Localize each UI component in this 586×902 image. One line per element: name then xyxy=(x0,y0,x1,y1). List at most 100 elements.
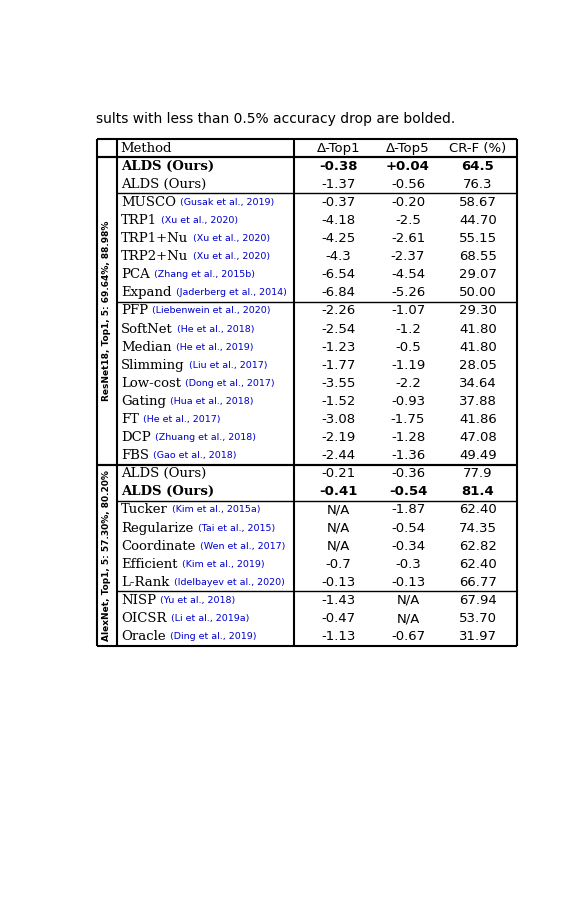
Text: 29.07: 29.07 xyxy=(459,268,497,281)
Text: -0.41: -0.41 xyxy=(319,485,357,499)
Text: N/A: N/A xyxy=(326,539,350,553)
Text: -2.61: -2.61 xyxy=(391,232,425,245)
Text: 37.88: 37.88 xyxy=(459,395,497,408)
Text: Coordinate: Coordinate xyxy=(121,539,196,553)
Text: Median: Median xyxy=(121,341,172,354)
Text: 41.80: 41.80 xyxy=(459,323,497,336)
Text: 81.4: 81.4 xyxy=(461,485,494,499)
Text: -0.54: -0.54 xyxy=(391,521,425,535)
Text: Low-cost: Low-cost xyxy=(121,377,181,390)
Text: -0.47: -0.47 xyxy=(321,612,355,625)
Text: -0.21: -0.21 xyxy=(321,467,356,480)
Text: -2.44: -2.44 xyxy=(321,449,355,462)
Text: -3.08: -3.08 xyxy=(321,413,355,426)
Text: -1.07: -1.07 xyxy=(391,305,425,318)
Text: (Zhuang et al., 2018): (Zhuang et al., 2018) xyxy=(155,433,256,442)
Text: 29.30: 29.30 xyxy=(459,305,497,318)
Text: (Tai et al., 2015): (Tai et al., 2015) xyxy=(197,523,275,532)
Text: -4.3: -4.3 xyxy=(325,250,351,263)
Text: CR-F (%): CR-F (%) xyxy=(449,142,506,154)
Text: ALDS (Ours): ALDS (Ours) xyxy=(121,485,214,499)
Text: 77.9: 77.9 xyxy=(463,467,493,480)
Text: -0.7: -0.7 xyxy=(325,557,351,571)
Text: (He et al., 2019): (He et al., 2019) xyxy=(176,343,253,352)
Text: -1.13: -1.13 xyxy=(321,630,356,643)
Text: -1.52: -1.52 xyxy=(321,395,356,408)
Text: -1.75: -1.75 xyxy=(391,413,425,426)
Text: -0.67: -0.67 xyxy=(391,630,425,643)
Text: Method: Method xyxy=(121,142,172,154)
Text: N/A: N/A xyxy=(326,503,350,517)
Text: -0.5: -0.5 xyxy=(395,341,421,354)
Text: (Gao et al., 2018): (Gao et al., 2018) xyxy=(154,451,237,460)
Text: (Liu et al., 2017): (Liu et al., 2017) xyxy=(189,361,267,370)
Text: TRP1+Nu: TRP1+Nu xyxy=(121,232,189,245)
Text: -0.38: -0.38 xyxy=(319,160,357,172)
Text: (Yu et al., 2018): (Yu et al., 2018) xyxy=(161,596,236,605)
Text: -1.87: -1.87 xyxy=(391,503,425,517)
Text: 62.40: 62.40 xyxy=(459,503,497,517)
Text: FBS: FBS xyxy=(121,449,149,462)
Text: 58.67: 58.67 xyxy=(459,196,497,209)
Text: -4.25: -4.25 xyxy=(321,232,356,245)
Text: -5.26: -5.26 xyxy=(391,286,425,299)
Text: 44.70: 44.70 xyxy=(459,214,497,227)
Text: (Wen et al., 2017): (Wen et al., 2017) xyxy=(200,542,285,551)
Text: (He et al., 2018): (He et al., 2018) xyxy=(177,325,254,334)
Text: 74.35: 74.35 xyxy=(459,521,497,535)
Text: 50.00: 50.00 xyxy=(459,286,497,299)
Text: 49.49: 49.49 xyxy=(459,449,496,462)
Text: (Jaderberg et al., 2014): (Jaderberg et al., 2014) xyxy=(176,289,287,298)
Text: 68.55: 68.55 xyxy=(459,250,497,263)
Text: 28.05: 28.05 xyxy=(459,359,497,372)
Text: -1.43: -1.43 xyxy=(321,594,356,607)
Text: (Kim et al., 2015a): (Kim et al., 2015a) xyxy=(172,505,261,514)
Text: -1.37: -1.37 xyxy=(321,178,356,191)
Text: ALDS (Ours): ALDS (Ours) xyxy=(121,467,206,480)
Text: Efficient: Efficient xyxy=(121,557,178,571)
Text: (Kim et al., 2019): (Kim et al., 2019) xyxy=(182,560,264,569)
Text: -0.34: -0.34 xyxy=(391,539,425,553)
Text: -6.84: -6.84 xyxy=(321,286,355,299)
Text: 41.80: 41.80 xyxy=(459,341,497,354)
Text: Tucker: Tucker xyxy=(121,503,168,517)
Text: -0.20: -0.20 xyxy=(391,196,425,209)
Text: -2.5: -2.5 xyxy=(395,214,421,227)
Text: Gating: Gating xyxy=(121,395,166,408)
Text: -3.55: -3.55 xyxy=(321,377,356,390)
Text: (Hua et al., 2018): (Hua et al., 2018) xyxy=(171,397,254,406)
Text: 62.40: 62.40 xyxy=(459,557,497,571)
Text: 64.5: 64.5 xyxy=(461,160,494,172)
Text: -4.54: -4.54 xyxy=(391,268,425,281)
Text: -2.26: -2.26 xyxy=(321,305,356,318)
Text: -0.93: -0.93 xyxy=(391,395,425,408)
Text: 76.3: 76.3 xyxy=(463,178,493,191)
Text: 67.94: 67.94 xyxy=(459,594,497,607)
Text: L-Rank: L-Rank xyxy=(121,575,170,589)
Text: Oracle: Oracle xyxy=(121,630,166,643)
Text: (Gusak et al., 2019): (Gusak et al., 2019) xyxy=(180,198,275,207)
Text: 62.82: 62.82 xyxy=(459,539,497,553)
Text: -6.54: -6.54 xyxy=(321,268,355,281)
Text: -2.37: -2.37 xyxy=(391,250,425,263)
Text: Δ-Top1: Δ-Top1 xyxy=(316,142,360,154)
Text: DCP: DCP xyxy=(121,431,151,444)
Text: Regularize: Regularize xyxy=(121,521,193,535)
Text: MUSCO: MUSCO xyxy=(121,196,176,209)
Text: -0.36: -0.36 xyxy=(391,467,425,480)
Text: (Idelbayev et al., 2020): (Idelbayev et al., 2020) xyxy=(173,578,285,587)
Text: TRP2+Nu: TRP2+Nu xyxy=(121,250,189,263)
Text: -2.19: -2.19 xyxy=(321,431,356,444)
Text: sults with less than 0.5% accuracy drop are bolded.: sults with less than 0.5% accuracy drop … xyxy=(97,112,456,126)
Text: -0.56: -0.56 xyxy=(391,178,425,191)
Text: ALDS (Ours): ALDS (Ours) xyxy=(121,160,214,172)
Text: -2.2: -2.2 xyxy=(395,377,421,390)
Text: -1.23: -1.23 xyxy=(321,341,356,354)
Text: TRP1: TRP1 xyxy=(121,214,158,227)
Text: (Zhang et al., 2015b): (Zhang et al., 2015b) xyxy=(154,271,255,280)
Text: (Dong et al., 2017): (Dong et al., 2017) xyxy=(185,379,275,388)
Text: -1.2: -1.2 xyxy=(395,323,421,336)
Text: ResNet18, Top1, 5: 69.64%, 88.98%: ResNet18, Top1, 5: 69.64%, 88.98% xyxy=(103,221,111,401)
Text: 41.86: 41.86 xyxy=(459,413,497,426)
Text: N/A: N/A xyxy=(396,594,420,607)
